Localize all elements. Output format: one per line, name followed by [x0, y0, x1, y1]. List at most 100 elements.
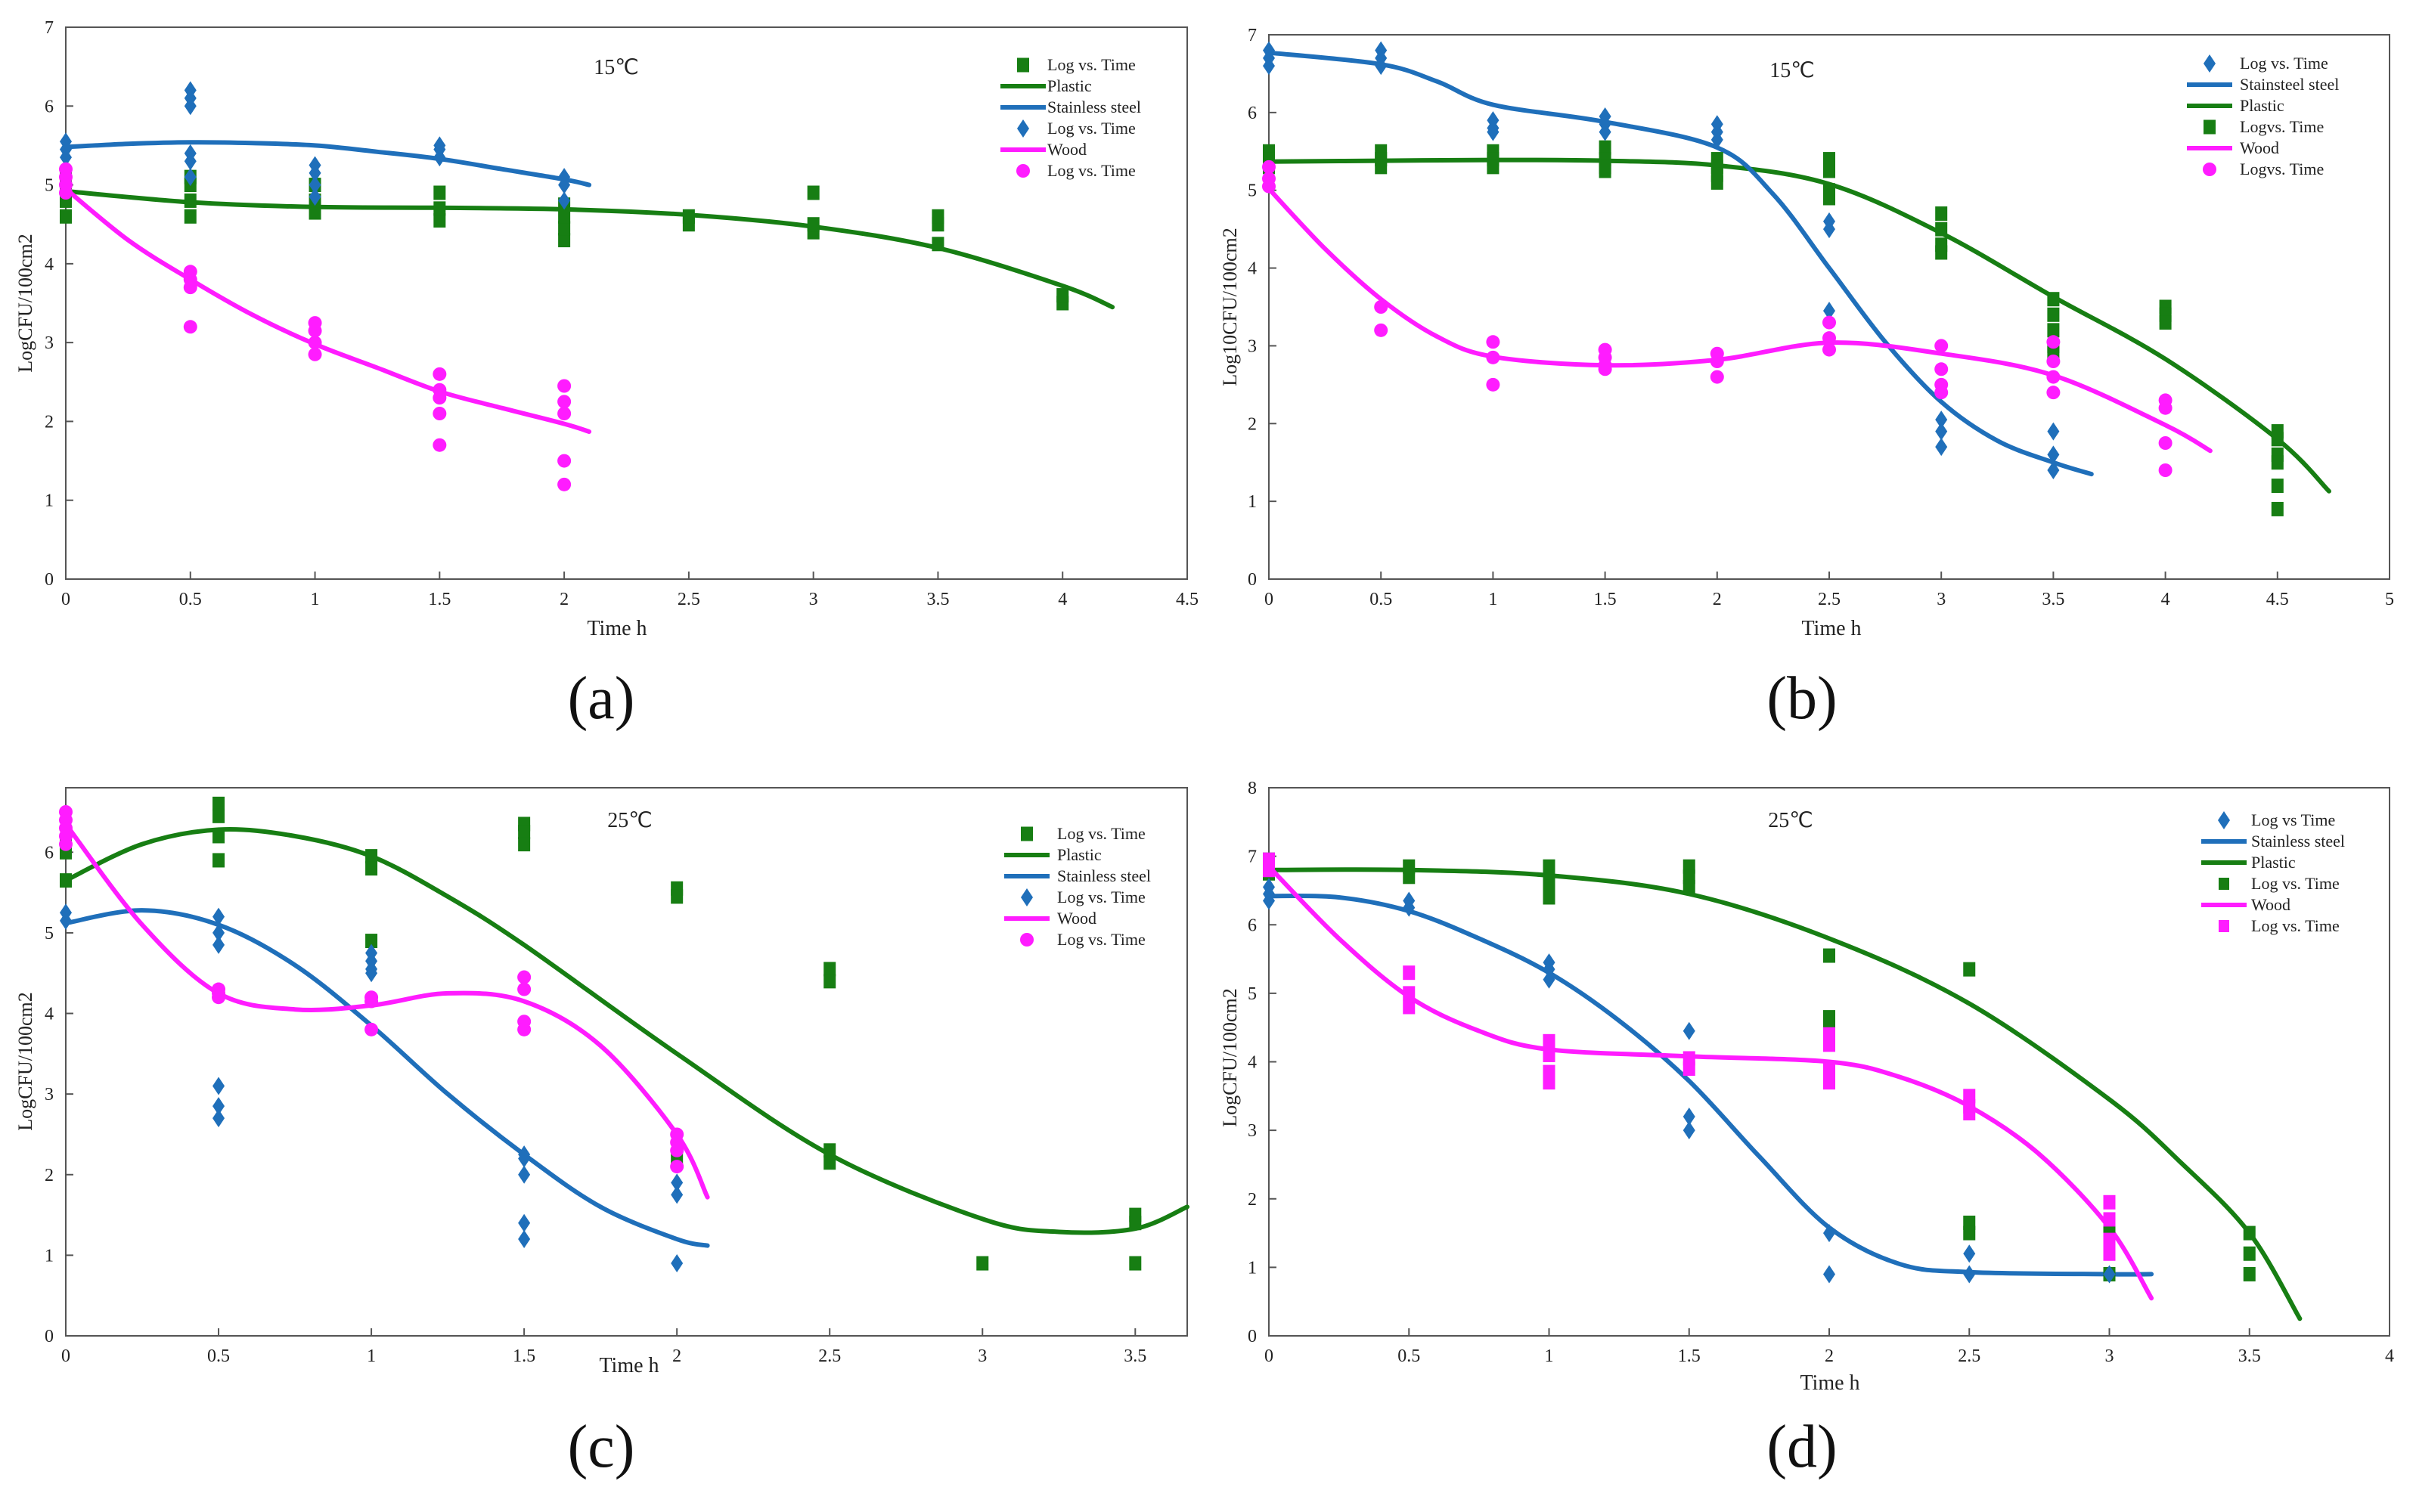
- legend-label: Plastic: [1047, 76, 1092, 95]
- data-point-wood: [1543, 1033, 1555, 1049]
- data-point-plastic: [518, 825, 531, 840]
- x-tick-label: 3.5: [1124, 1346, 1146, 1366]
- y-tick-label: 6: [1248, 916, 1257, 935]
- y-tick-label: 3: [1248, 1121, 1257, 1141]
- legend-marker-swatch: [2219, 920, 2229, 932]
- x-tick-label: 3.5: [2042, 590, 2064, 609]
- y-tick-label: 5: [1248, 181, 1257, 201]
- legend-marker-swatch: [1021, 888, 1033, 906]
- x-tick-label: 0.5: [1397, 1346, 1420, 1366]
- panel-a: 0 0.5 1 1.5 2 2.5 3 3.5 4 4.5 0 1 2 3 4 5 6 7 Time h LogCFU…: [14, 18, 1199, 732]
- data-point-wood: [433, 438, 447, 452]
- data-point-wood: [1823, 1037, 1835, 1052]
- fit-curve-wood: [64, 186, 592, 434]
- data-point-plastic: [1935, 206, 1948, 222]
- x-tick-label: 4: [2385, 1346, 2394, 1366]
- data-point-wood: [1486, 335, 1500, 349]
- legend-label: Stainsteel steel: [2240, 75, 2339, 94]
- y-tick-label: 3: [45, 1085, 54, 1105]
- fit-curve-stainless-steel: [1267, 893, 2154, 1277]
- data-point-plastic: [212, 796, 225, 811]
- data-point-wood: [183, 280, 197, 295]
- data-point-wood: [1934, 339, 1949, 353]
- legend-label: Log vs. Time: [1057, 930, 1146, 949]
- y-tick-label: 3: [1248, 336, 1257, 356]
- data-point-stainless-steel: [1263, 57, 1275, 76]
- data-point-stainless-steel: [671, 1254, 684, 1273]
- data-point-plastic: [60, 209, 72, 224]
- chart-title: 15℃: [594, 56, 638, 79]
- y-tick-label: 0: [1248, 1327, 1257, 1346]
- data-point-wood: [557, 379, 572, 393]
- y-tick-label: 5: [1248, 984, 1257, 1004]
- data-point-wood: [2046, 386, 2061, 400]
- legend-label: Logvs. Time: [2240, 117, 2324, 136]
- data-point-plastic: [1129, 1256, 1142, 1271]
- x-tick-label: 2.5: [1818, 590, 1841, 609]
- data-point-plastic: [558, 233, 571, 248]
- data-point-plastic: [2271, 432, 2284, 447]
- x-tick-label: 2: [1713, 590, 1722, 609]
- data-point-wood: [364, 1022, 379, 1036]
- data-point-stainless-steel: [1823, 1265, 1835, 1284]
- data-point-stainless-steel: [2047, 445, 2060, 464]
- data-point-plastic: [558, 221, 571, 236]
- data-point-wood: [2103, 1246, 2116, 1261]
- data-point-plastic: [1935, 222, 1948, 237]
- y-tick-label: 8: [1248, 779, 1257, 798]
- data-point-wood: [2103, 1232, 2116, 1247]
- x-tick-label: 0.5: [207, 1346, 230, 1366]
- legend-marker-swatch: [1016, 164, 1030, 178]
- y-tick-label: 0: [45, 570, 54, 590]
- data-point-plastic: [212, 829, 225, 844]
- data-point-wood: [59, 186, 73, 200]
- y-tick-label: 1: [1248, 1258, 1257, 1278]
- x-tick-label: 4.5: [1176, 590, 1199, 609]
- data-point-stainless-steel: [212, 1109, 225, 1128]
- x-tick-label: 1: [311, 590, 320, 609]
- data-point-stainless-steel: [1823, 1224, 1835, 1243]
- panel-label: (b): [1766, 665, 1837, 732]
- data-point-stainless-steel: [1403, 898, 1416, 917]
- data-point-plastic: [682, 209, 695, 224]
- fit-curve-stainless-steel: [64, 908, 710, 1248]
- data-point-wood: [308, 347, 322, 361]
- y-tick-label: 1: [1248, 492, 1257, 512]
- data-point-stainless-steel: [212, 1097, 225, 1116]
- data-point-plastic: [671, 889, 684, 904]
- x-axis-label: Time h: [599, 1354, 659, 1377]
- data-point-wood: [212, 990, 226, 1005]
- data-point-stainless-steel: [1683, 1108, 1695, 1126]
- data-point-stainless-steel: [1599, 122, 1611, 141]
- data-point-plastic: [365, 934, 378, 949]
- data-point-wood: [2158, 436, 2173, 450]
- data-point-stainless-steel: [671, 1185, 684, 1204]
- legend-label: Stainless steel: [2251, 832, 2345, 850]
- data-point-wood: [557, 407, 572, 420]
- data-point-wood: [1934, 362, 1949, 376]
- chart-title: 15℃: [1769, 59, 1814, 82]
- legend-marker-swatch: [1020, 933, 1034, 947]
- legend-label: Plastic: [2240, 96, 2284, 115]
- data-point-plastic: [365, 849, 378, 864]
- x-tick-label: 1.5: [513, 1346, 535, 1366]
- data-point-plastic: [1963, 1225, 1976, 1241]
- data-point-stainless-steel: [212, 935, 225, 954]
- legend-marker-swatch: [2204, 119, 2216, 135]
- data-point-wood: [183, 320, 197, 334]
- x-tick-label: 4.5: [2266, 590, 2289, 609]
- data-point-plastic: [2159, 315, 2172, 330]
- data-point-plastic: [2047, 307, 2060, 322]
- data-point-plastic: [1823, 191, 1835, 206]
- legend-label: Wood: [1047, 140, 1087, 159]
- x-tick-label: 4: [1058, 590, 1067, 609]
- panel-c: 0 0.5 1 1.5 2 2.5 3 3.5 0 1 2 3 4 5 6 Time h LogCFU/100c…: [14, 787, 1189, 1480]
- data-point-plastic: [1129, 1216, 1142, 1231]
- data-point-plastic: [184, 193, 197, 208]
- fit-curve-stainless-steel: [64, 140, 592, 187]
- y-tick-label: 2: [1248, 1190, 1257, 1210]
- data-point-stainless-steel: [60, 148, 72, 167]
- data-point-stainless-steel: [212, 1077, 225, 1095]
- data-point-wood: [2103, 1212, 2116, 1227]
- data-point-stainless-steel: [365, 964, 378, 983]
